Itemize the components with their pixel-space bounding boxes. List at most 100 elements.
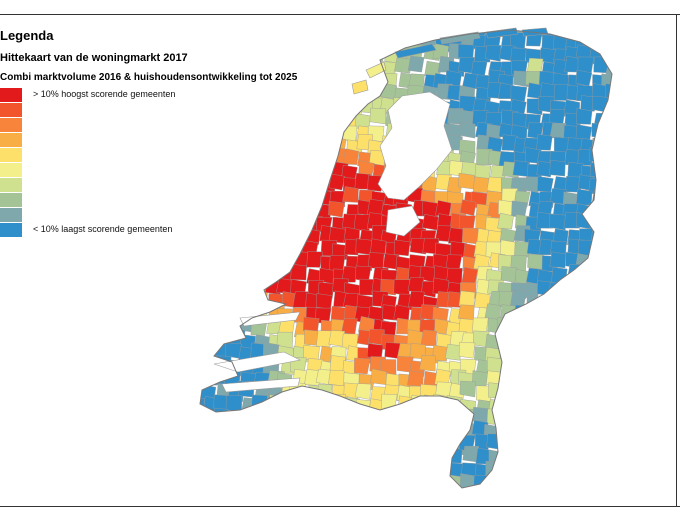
municipality-cell <box>343 410 360 428</box>
municipality-cell <box>228 460 245 478</box>
municipality-cell <box>292 460 310 478</box>
municipality-cell <box>567 451 585 468</box>
wadden-island <box>439 31 481 45</box>
legend-swatch <box>0 103 22 117</box>
municipality-cell <box>591 435 609 452</box>
municipality-cell <box>592 293 610 310</box>
municipality-cell <box>459 380 477 398</box>
legend-swatch <box>0 178 22 192</box>
municipality-cell <box>367 424 384 442</box>
municipality-cell <box>225 411 243 428</box>
municipality-cell <box>523 438 541 455</box>
municipality-cell <box>579 409 597 426</box>
legend-row <box>0 103 330 118</box>
municipality-cell <box>200 32 206 49</box>
municipality-cell <box>268 446 285 464</box>
municipality-cell <box>281 447 298 464</box>
municipality-cell <box>371 460 388 477</box>
municipality-cell <box>605 292 612 310</box>
water-body <box>213 351 301 373</box>
municipality-cell <box>200 332 216 349</box>
municipality-cell <box>580 472 598 488</box>
municipality-cell <box>341 266 358 283</box>
municipality-cell <box>289 30 306 36</box>
municipality-cell <box>409 237 427 255</box>
municipality-cell <box>370 477 388 488</box>
municipality-cell <box>601 30 612 48</box>
municipality-cell <box>344 424 361 441</box>
municipality-cell <box>354 459 372 476</box>
municipality-cell <box>367 30 384 47</box>
municipality-cell <box>422 434 440 451</box>
municipality-cell <box>563 211 580 229</box>
municipality-cell <box>435 490 451 506</box>
municipality-cell <box>410 419 427 437</box>
municipality-cell <box>344 58 362 76</box>
municipality-cell <box>603 108 612 126</box>
legend-row <box>0 163 330 178</box>
municipality-cell <box>383 407 401 425</box>
municipality-cell <box>527 253 544 271</box>
municipality-cell <box>605 149 612 167</box>
municipality-cell <box>449 419 466 437</box>
municipality-cell <box>255 238 273 255</box>
municipality-cell <box>588 30 606 36</box>
municipality-cell <box>500 330 517 347</box>
municipality-cell <box>344 487 361 488</box>
municipality-cell <box>605 83 612 100</box>
municipality-cell <box>279 33 296 50</box>
municipality-cell <box>224 30 241 39</box>
legend-title: Legenda <box>0 28 54 43</box>
municipality-cell <box>419 463 437 480</box>
municipality-cell <box>579 462 597 479</box>
municipality-cell <box>304 491 320 507</box>
municipality-cell <box>238 472 255 488</box>
legend-swatch <box>0 88 22 102</box>
municipality-cell <box>537 359 554 376</box>
municipality-cell <box>589 372 606 390</box>
municipality-cell <box>200 451 216 469</box>
municipality-cell <box>200 321 203 339</box>
frame-right-line <box>676 14 677 506</box>
municipality-cell <box>356 30 374 47</box>
wadden-island <box>365 61 387 79</box>
municipality-cell <box>566 371 584 389</box>
municipality-cell <box>225 253 242 271</box>
municipality-cell <box>527 451 544 468</box>
municipality-cell <box>501 358 518 375</box>
municipality-cell <box>224 240 241 257</box>
municipality-cell <box>497 212 514 230</box>
legend-subtitle: Hittekaart van de woningmarkt 2017 <box>0 52 188 64</box>
municipality-cell <box>213 277 230 294</box>
municipality-cell <box>242 485 259 488</box>
municipality-cell <box>432 344 449 362</box>
municipality-cell <box>538 459 555 477</box>
municipality-cell <box>210 46 228 63</box>
municipality-cell <box>591 330 609 347</box>
municipality-cell <box>328 226 346 244</box>
municipality-cell <box>200 385 203 402</box>
municipality-cell <box>201 369 218 386</box>
municipality-cell <box>535 475 553 488</box>
municipality-cell <box>500 386 518 403</box>
municipality-cell <box>200 240 207 258</box>
municipality-cell <box>486 433 503 450</box>
municipality-cell <box>447 407 465 424</box>
municipality-cell <box>488 473 506 488</box>
municipality-cell <box>242 449 260 466</box>
municipality-cell <box>240 240 257 257</box>
municipality-cell <box>419 354 436 372</box>
legend-swatch <box>0 223 22 237</box>
municipality-cell <box>342 148 360 165</box>
municipality-cell <box>304 30 322 36</box>
municipality-cell <box>319 30 336 35</box>
municipality-cell <box>392 472 410 488</box>
legend-swatch <box>0 118 22 132</box>
municipality-cell <box>605 44 612 61</box>
municipality-cell <box>603 329 612 347</box>
municipality-cell <box>332 462 350 480</box>
municipality-cell <box>432 277 450 295</box>
municipality-cell <box>266 434 283 452</box>
municipality-cell <box>575 319 593 337</box>
municipality-cell <box>549 251 566 269</box>
